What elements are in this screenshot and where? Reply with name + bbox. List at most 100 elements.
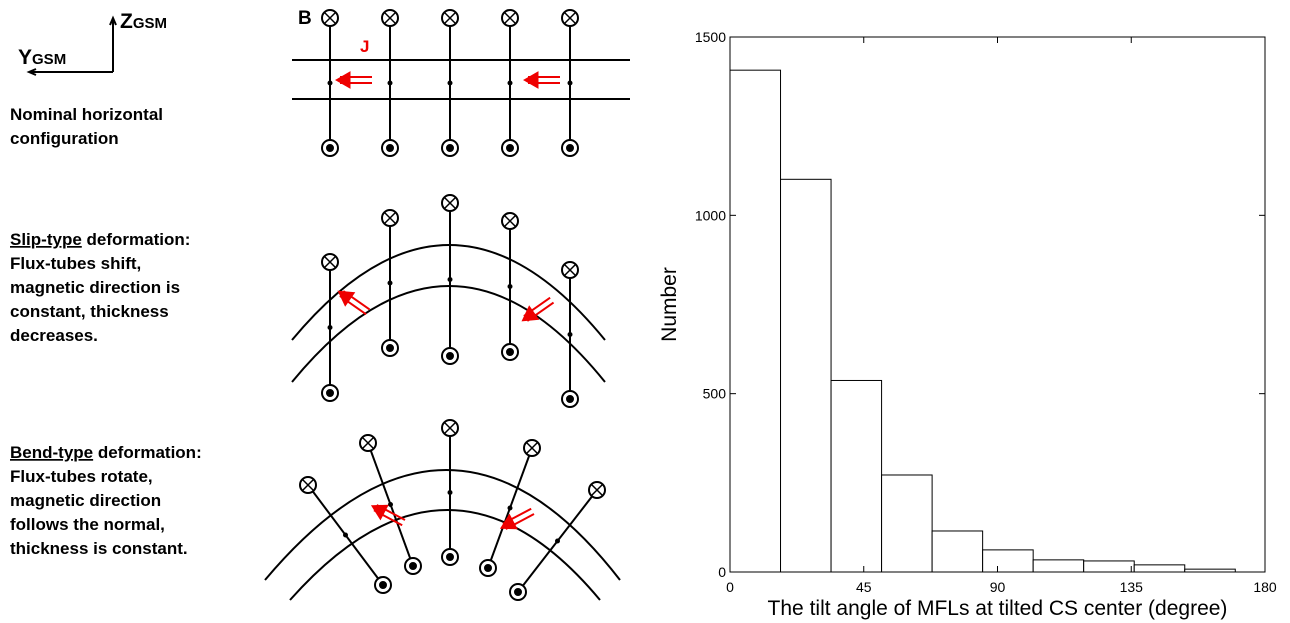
dot bbox=[446, 352, 454, 360]
cross bbox=[590, 483, 604, 497]
arrow-head bbox=[522, 71, 539, 89]
z-label: ZGSM bbox=[120, 10, 167, 33]
arrow-head bbox=[334, 71, 351, 89]
x-tick-label: 45 bbox=[856, 579, 872, 595]
heading-rest: deformation: bbox=[82, 230, 191, 249]
cross bbox=[443, 11, 457, 25]
cross bbox=[443, 421, 457, 435]
bar bbox=[729, 69, 782, 573]
y-axis-label: Number bbox=[658, 267, 681, 342]
dot bbox=[326, 144, 334, 152]
bar bbox=[931, 530, 984, 573]
cross bbox=[563, 263, 577, 277]
cross bbox=[563, 11, 577, 25]
dot bbox=[446, 553, 454, 561]
sheet-edge bbox=[289, 509, 601, 601]
panel-line: Nominal horizontal bbox=[10, 105, 163, 124]
y-tick-label: 500 bbox=[703, 386, 727, 402]
cross bbox=[503, 11, 517, 25]
tick bbox=[567, 332, 573, 337]
dot bbox=[506, 348, 514, 356]
tick bbox=[327, 325, 333, 330]
cross bbox=[383, 211, 397, 225]
cross bbox=[383, 11, 397, 25]
chart: 0 500 1000 1500 0 45 90 135 180 The tilt angle of… bbox=[658, 29, 1277, 620]
tick bbox=[327, 80, 333, 86]
dot bbox=[566, 395, 574, 403]
panel-texts: Nominal horizontal configuration Slip-type… bbox=[10, 105, 202, 558]
panel-line: thickness is constant. bbox=[10, 539, 188, 558]
dot bbox=[514, 588, 522, 596]
current-label: J bbox=[360, 37, 369, 56]
cross bbox=[525, 441, 539, 455]
current-arrow bbox=[499, 507, 535, 530]
current-arrow bbox=[521, 296, 555, 322]
dot bbox=[566, 144, 574, 152]
panel-line: Flux-tubes shift, bbox=[10, 254, 141, 273]
arrowhead bbox=[109, 15, 117, 26]
underlined: Slip-type bbox=[10, 230, 82, 249]
cross bbox=[301, 478, 315, 492]
cross bbox=[323, 11, 337, 25]
current-arrow bbox=[334, 71, 372, 89]
dot bbox=[409, 562, 417, 570]
tick bbox=[388, 502, 393, 507]
dot bbox=[446, 144, 454, 152]
panel-line: magnetic direction is bbox=[10, 278, 180, 297]
sheet-edge bbox=[291, 285, 606, 383]
dot bbox=[386, 344, 394, 352]
x-tick-label: 135 bbox=[1120, 579, 1144, 595]
underlined: Bend-type bbox=[10, 443, 93, 462]
bar bbox=[1133, 564, 1186, 573]
panel-line: Flux-tubes rotate, bbox=[10, 467, 153, 486]
tick bbox=[447, 80, 453, 86]
dot bbox=[379, 581, 387, 589]
field-label: B bbox=[298, 8, 312, 29]
cross bbox=[443, 196, 457, 210]
dot bbox=[506, 144, 514, 152]
tick bbox=[387, 280, 393, 286]
y-tick-label: 0 bbox=[718, 564, 726, 580]
cross bbox=[323, 255, 337, 269]
panel-line: configuration bbox=[10, 129, 119, 148]
bar bbox=[881, 474, 933, 573]
x-axis-label: The tilt angle of MFLs at tilted CS cent… bbox=[768, 597, 1228, 620]
panel-line: decreases. bbox=[10, 326, 98, 345]
tick bbox=[343, 532, 348, 538]
bar bbox=[1083, 560, 1135, 573]
tick bbox=[555, 538, 560, 544]
x-tick-label: 0 bbox=[726, 579, 734, 595]
x-tick-label: 90 bbox=[990, 579, 1006, 595]
arrow-head bbox=[370, 504, 389, 521]
y-sub: GSM bbox=[32, 51, 66, 68]
arrowhead bbox=[26, 68, 37, 76]
tick bbox=[447, 277, 453, 282]
z: Z bbox=[120, 10, 133, 33]
y-label: YGSM bbox=[18, 46, 66, 69]
bar bbox=[1032, 559, 1085, 573]
dot bbox=[326, 389, 334, 397]
current-arrow bbox=[337, 290, 371, 316]
current-arrow bbox=[370, 504, 406, 527]
bar bbox=[780, 178, 832, 573]
dot bbox=[484, 564, 492, 572]
tick bbox=[567, 80, 573, 86]
sheet-edge bbox=[264, 469, 621, 581]
panel-heading: Bend-type deformation: bbox=[10, 443, 202, 462]
cross bbox=[361, 436, 375, 450]
tick bbox=[447, 490, 453, 495]
z-sub: GSM bbox=[133, 15, 167, 32]
panel-heading: Slip-type deformation: bbox=[10, 230, 190, 249]
tick bbox=[507, 505, 513, 511]
y-tick-label: 1000 bbox=[695, 207, 726, 223]
current-arrow bbox=[522, 71, 560, 89]
x-tick-label: 180 bbox=[1253, 579, 1277, 595]
arrow-head bbox=[337, 290, 356, 307]
panel-line: magnetic direction bbox=[10, 491, 161, 510]
panel-line: follows the normal, bbox=[10, 515, 165, 534]
tick bbox=[387, 80, 393, 86]
dot bbox=[386, 144, 394, 152]
tick bbox=[507, 284, 513, 289]
